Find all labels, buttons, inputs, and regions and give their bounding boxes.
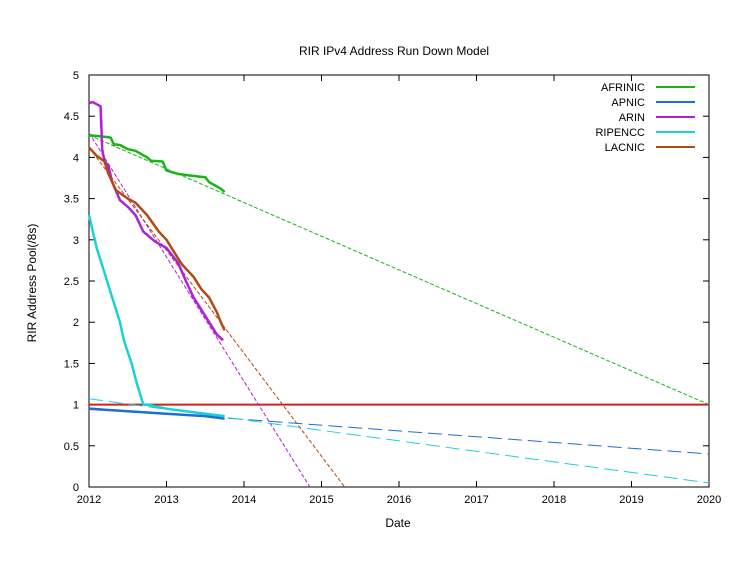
- x-axis-label: Date: [385, 516, 411, 530]
- series-line-arin: [88, 100, 224, 342]
- y-tick-label: 0.5: [64, 441, 79, 453]
- x-tick-label: 2016: [387, 494, 411, 506]
- series-line-apnic: [88, 407, 225, 420]
- y-tick-label: 4.5: [64, 111, 79, 123]
- x-tick-label: 2014: [232, 494, 256, 506]
- y-tick-label: 5: [73, 70, 79, 82]
- series-line-afrinic: [88, 133, 226, 193]
- y-tick-label: 1.5: [64, 358, 79, 370]
- chart-title: RIR IPv4 Address Run Down Model: [299, 44, 489, 58]
- x-tick-label: 2013: [154, 494, 178, 506]
- series-line-ripencc-tail: [146, 403, 225, 418]
- legend: AFRINIC APNIC ARIN RIPENCC LACNIC: [595, 82, 695, 154]
- x-tick-label: 2015: [309, 494, 333, 506]
- x-tick-label: 2017: [464, 494, 488, 506]
- legend-label-ripencc: RIPENCC: [595, 127, 645, 139]
- trend-line-lacnic: [88, 147, 346, 488]
- legend-label-lacnic: LACNIC: [605, 142, 645, 154]
- trend-line-afrinic: [88, 134, 710, 406]
- trend-line-arin: [88, 132, 311, 488]
- x-tick-label: 2019: [619, 494, 643, 506]
- legend-label-apnic: APNIC: [611, 97, 645, 109]
- y-tick-label: 1: [73, 400, 79, 412]
- y-tick-label: 0: [73, 482, 79, 494]
- x-tick-label: 2020: [697, 494, 721, 506]
- y-tick-label: 2: [73, 317, 79, 329]
- series-line-ripencc: [87, 214, 148, 406]
- x-tick-label: 2018: [542, 494, 566, 506]
- x-tick-label: 2012: [77, 494, 101, 506]
- y-tick-label: 3: [73, 235, 79, 247]
- legend-label-afrinic: AFRINIC: [601, 82, 645, 94]
- y-tick-label: 3.5: [64, 194, 79, 206]
- plot-area: 2012 2013 2014 2015 2016 2017 2018 2019 2020 0 0.5…: [64, 70, 722, 506]
- y-tick-label: 4: [73, 152, 79, 164]
- legend-label-arin: ARIN: [619, 112, 645, 124]
- series-line-lacnic: [88, 146, 226, 331]
- y-axis-label: RIR Address Pool(/8s): [25, 224, 39, 343]
- y-tick-label: 2.5: [64, 276, 79, 288]
